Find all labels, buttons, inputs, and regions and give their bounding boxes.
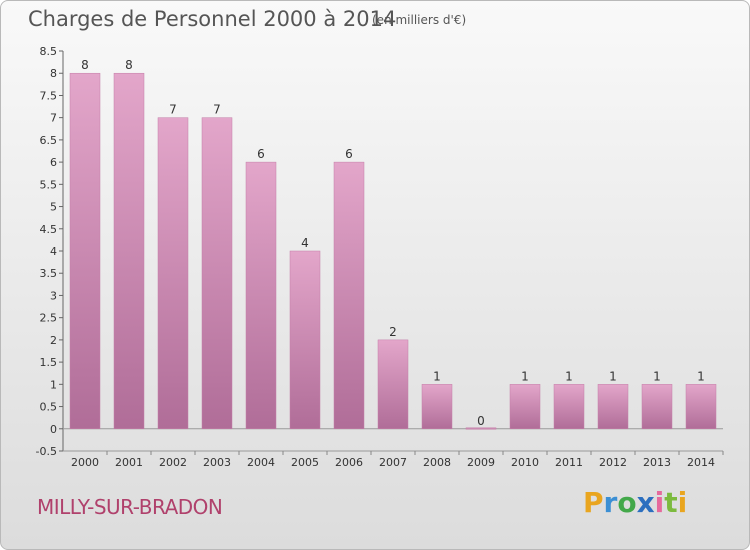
y-tick-label: 1: [50, 378, 57, 391]
x-tick-label: 2001: [115, 456, 143, 469]
y-tick-label: 8.5: [40, 45, 58, 58]
x-tick-label: 2009: [467, 456, 495, 469]
data-label-2005: 4: [301, 236, 309, 250]
y-tick-label: 2.5: [40, 312, 58, 325]
bar-2012: [597, 384, 629, 430]
bar-2002: [157, 117, 189, 430]
bar-2006: [333, 161, 365, 430]
data-label-2002: 7: [169, 103, 177, 117]
x-tick-label: 2000: [71, 456, 99, 469]
town-name: MILLY-SUR-BRADON: [37, 495, 223, 519]
bar-2007: [377, 339, 409, 430]
y-tick-label: 4: [50, 245, 57, 258]
y-tick-label: 4.5: [40, 223, 58, 236]
logo-letter: t: [664, 486, 678, 519]
chart-subtitle: (en milliers d'€): [372, 13, 467, 27]
bar-2001: [113, 72, 145, 430]
x-tick-label: 2014: [687, 456, 715, 469]
bar-2003: [201, 117, 233, 430]
data-label-2003: 7: [213, 103, 221, 117]
bar-2000: [69, 72, 101, 430]
data-label-2004: 6: [257, 147, 265, 161]
data-label-2007: 2: [389, 325, 397, 339]
data-label-2001: 8: [125, 58, 133, 72]
bar-2011: [553, 384, 585, 430]
bar-2005: [289, 250, 321, 430]
y-tick-label: 7.5: [40, 89, 58, 102]
x-tick-label: 2007: [379, 456, 407, 469]
y-tick-label: 0.5: [40, 401, 58, 414]
y-tick-label: 8: [50, 67, 57, 80]
data-label-2008: 1: [433, 369, 441, 383]
x-tick-label: 2004: [247, 456, 275, 469]
bar-2013: [641, 384, 673, 430]
x-tick-label: 2002: [159, 456, 187, 469]
y-tick-label: 1.5: [40, 356, 58, 369]
y-tick-label: 6: [50, 156, 57, 169]
x-tick-label: 2012: [599, 456, 627, 469]
data-label-2006: 6: [345, 147, 353, 161]
data-label-2010: 1: [521, 369, 529, 383]
y-tick-label: 2: [50, 334, 57, 347]
x-tick-label: 2003: [203, 456, 231, 469]
x-tick-label: 2006: [335, 456, 363, 469]
y-tick-label: -0.5: [36, 445, 57, 458]
y-tick-label: 3.5: [40, 267, 58, 280]
data-label-2000: 8: [81, 58, 89, 72]
x-tick-label: 2008: [423, 456, 451, 469]
x-tick-label: 2005: [291, 456, 319, 469]
logo-letter: P: [583, 486, 604, 519]
bar-2008: [421, 384, 453, 430]
y-tick-label: 7: [50, 112, 57, 125]
x-tick-label: 2010: [511, 456, 539, 469]
bar-2009: [465, 427, 497, 430]
logo-letter: o: [617, 486, 637, 519]
bar-2014: [685, 384, 717, 430]
data-label-2011: 1: [565, 369, 573, 383]
chart-title: Charges de Personnel 2000 à 2014: [28, 7, 397, 31]
proxiti-logo: Proxiti: [583, 486, 687, 519]
logo-letter: i: [677, 486, 688, 519]
y-tick-label: 6.5: [40, 134, 58, 147]
x-tick-label: 2011: [555, 456, 583, 469]
bar-2010: [509, 384, 541, 430]
logo-letter: x: [636, 486, 655, 519]
data-label-2009: 0: [477, 414, 485, 428]
y-tick-label: 5.5: [40, 178, 58, 191]
bar-2004: [245, 161, 277, 430]
logo-letter: i: [654, 486, 665, 519]
x-tick-label: 2013: [643, 456, 671, 469]
data-label-2014: 1: [697, 369, 705, 383]
y-tick-label: 3: [50, 289, 57, 302]
data-label-2013: 1: [653, 369, 661, 383]
logo-letter: r: [603, 486, 618, 519]
y-tick-label: 5: [50, 201, 57, 214]
data-label-2012: 1: [609, 369, 617, 383]
y-tick-label: 0: [50, 423, 57, 436]
